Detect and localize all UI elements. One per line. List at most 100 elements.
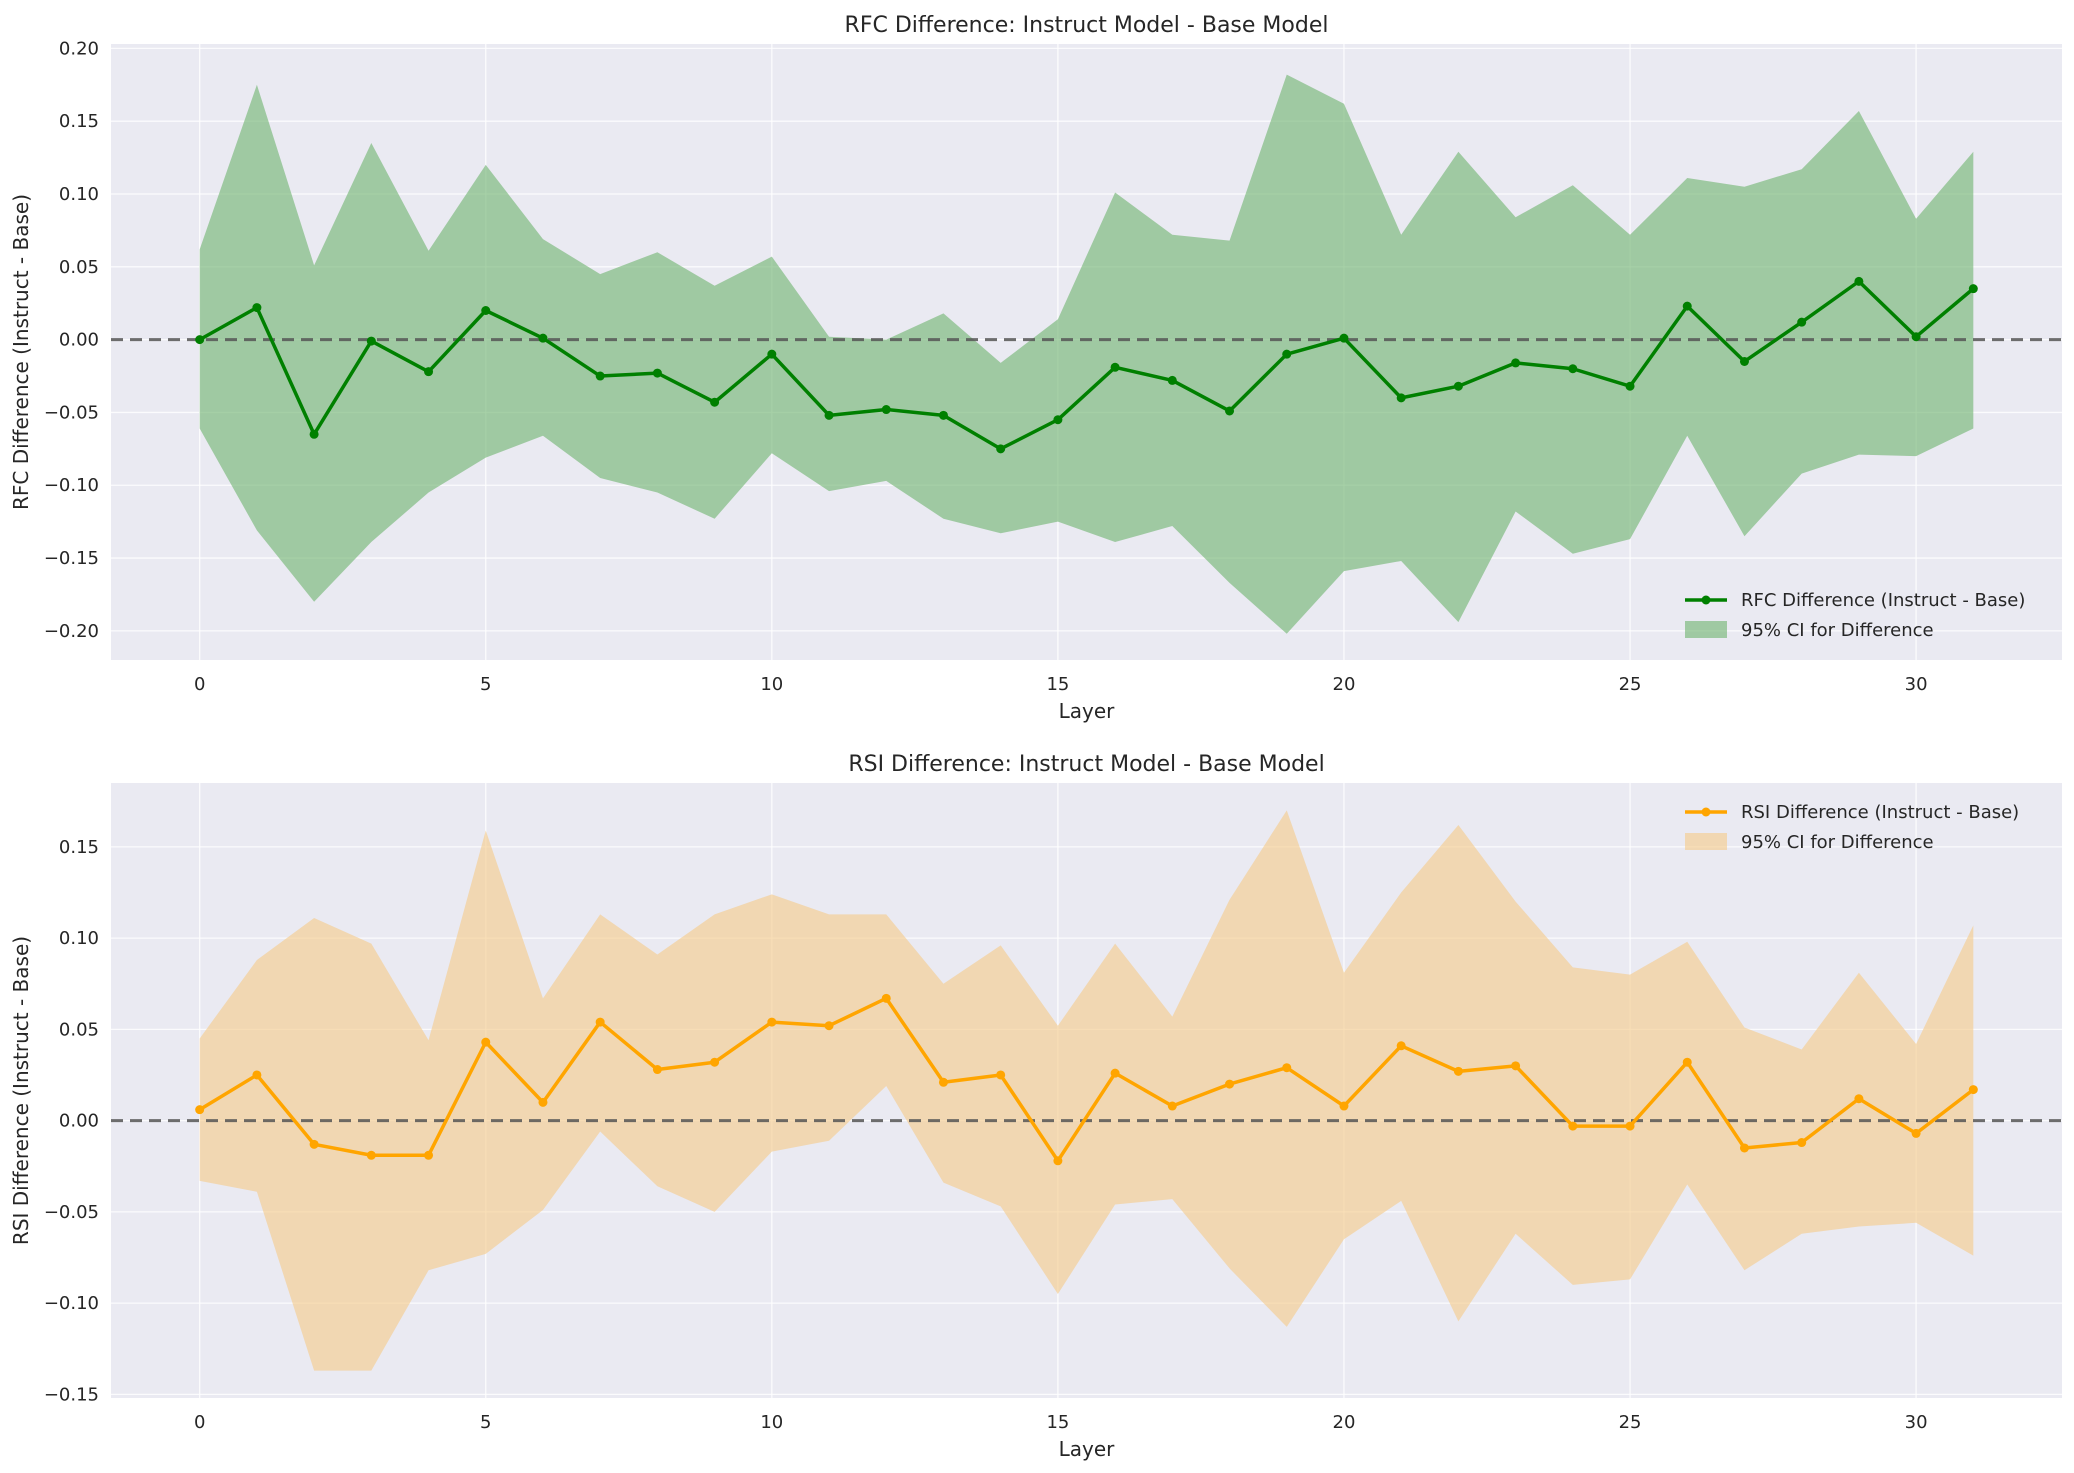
data-point <box>309 1139 319 1149</box>
data-point <box>538 333 548 343</box>
x-tick-label: 15 <box>1046 674 1069 695</box>
data-point <box>996 1070 1006 1080</box>
data-point <box>1282 349 1292 359</box>
series-line <box>198 996 1975 1163</box>
data-point <box>595 1017 605 1027</box>
rfc-difference-chart: 0 5 10 15 20 25 30 −0.20 −0.15 −0.10 −0.05 0.00 0.05… <box>9 13 2062 723</box>
data-point <box>1225 1079 1235 1089</box>
data-point <box>652 1065 662 1075</box>
data-point <box>1568 364 1578 374</box>
data-point <box>309 429 319 439</box>
data-point <box>938 1077 948 1087</box>
data-point <box>252 1070 262 1080</box>
ci-band <box>199 74 1974 634</box>
data-point <box>1167 1101 1177 1111</box>
data-point <box>996 444 1006 454</box>
data-point <box>424 1150 434 1160</box>
legend-band-label: 95% CI for Difference <box>1741 832 1934 853</box>
ci-band <box>199 810 1974 1371</box>
data-point <box>1110 1068 1120 1078</box>
data-point <box>366 336 376 346</box>
data-point <box>1797 1138 1807 1148</box>
data-point <box>1282 1063 1292 1073</box>
x-tick-label: 5 <box>480 1412 491 1433</box>
data-point <box>824 1021 834 1031</box>
legend: RFC Difference (Instruct - Base) 95% CI f… <box>1685 590 2025 641</box>
x-tick-label: 20 <box>1333 674 1356 695</box>
y-axis-label: RSI Difference (Instruct - Base) <box>9 936 33 1245</box>
x-axis-label: Layer <box>1059 699 1116 723</box>
data-point <box>1453 1066 1463 1076</box>
data-point <box>1396 1041 1406 1051</box>
data-point <box>481 1037 491 1047</box>
rsi-difference-chart: 0 5 10 15 20 25 30 −0.15 −0.10 −0.05 0.00 0.05 0.10 0… <box>9 752 2062 1461</box>
y-tick-label: −0.05 <box>44 1202 99 1223</box>
legend-marker <box>1701 595 1711 605</box>
data-point <box>1511 1061 1521 1071</box>
chart-title: RFC Difference: Instruct Model - Base Mo… <box>845 13 1329 38</box>
y-tick-label: 0.05 <box>59 1019 99 1040</box>
x-tick-label: 30 <box>1905 674 1928 695</box>
data-point <box>710 1057 720 1067</box>
data-point <box>1453 381 1463 391</box>
data-point <box>1339 333 1349 343</box>
data-point <box>1225 406 1235 416</box>
data-point <box>1053 415 1063 425</box>
legend-band-swatch <box>1685 621 1727 638</box>
data-point <box>1854 276 1864 286</box>
data-point <box>710 397 720 407</box>
data-point <box>1625 381 1635 391</box>
data-point <box>1797 317 1807 327</box>
data-point <box>1167 375 1177 385</box>
data-point <box>195 335 205 345</box>
legend-marker <box>1701 807 1711 817</box>
data-point <box>1568 1121 1578 1131</box>
data-point <box>366 1150 376 1160</box>
data-point <box>1625 1121 1635 1131</box>
data-point <box>767 349 777 359</box>
data-point <box>595 371 605 381</box>
x-tick-label: 25 <box>1619 674 1642 695</box>
y-tick-label: 0.05 <box>59 257 99 278</box>
y-tick-label: 0.10 <box>59 184 99 205</box>
data-point <box>1682 1057 1692 1067</box>
data-point <box>481 305 491 315</box>
data-point <box>1739 1143 1749 1153</box>
x-tick-label: 10 <box>760 674 783 695</box>
data-point <box>1511 358 1521 368</box>
y-axis-label: RFC Difference (Instruct - Base) <box>9 194 33 510</box>
data-point <box>881 405 891 415</box>
y-tick-label: −0.15 <box>44 548 99 569</box>
data-point <box>881 993 891 1003</box>
data-point <box>767 1017 777 1027</box>
data-point <box>652 368 662 378</box>
data-point <box>538 1097 548 1107</box>
y-tick-label: −0.20 <box>44 621 99 642</box>
data-point <box>1110 362 1120 372</box>
legend-series-label: RFC Difference (Instruct - Base) <box>1741 590 2025 611</box>
x-tick-label: 5 <box>480 674 491 695</box>
data-point <box>1854 1094 1864 1104</box>
y-tick-label: 0.00 <box>59 1111 99 1132</box>
y-tick-label: 0.00 <box>59 330 99 351</box>
series-line <box>198 279 1975 451</box>
data-point <box>1053 1156 1063 1166</box>
data-point <box>1396 393 1406 403</box>
data-point <box>1968 1085 1978 1095</box>
y-tick-label: −0.10 <box>44 475 99 496</box>
y-tick-label: −0.05 <box>44 402 99 423</box>
data-point <box>1968 284 1978 294</box>
chart-title: RSI Difference: Instruct Model - Base Mo… <box>848 752 1324 777</box>
x-tick-label: 10 <box>760 1412 783 1433</box>
x-tick-label: 30 <box>1905 1412 1928 1433</box>
x-tick-label: 0 <box>194 1412 205 1433</box>
y-tick-label: −0.10 <box>44 1293 99 1314</box>
data-point <box>195 1105 205 1115</box>
legend: RSI Difference (Instruct - Base) 95% CI f… <box>1685 802 2019 853</box>
x-axis-label: Layer <box>1059 1437 1116 1461</box>
data-point <box>824 410 834 420</box>
y-tick-label: −0.15 <box>44 1384 99 1405</box>
y-tick-label: 0.15 <box>59 111 99 132</box>
legend-band-label: 95% CI for Difference <box>1741 620 1934 641</box>
data-point <box>938 410 948 420</box>
